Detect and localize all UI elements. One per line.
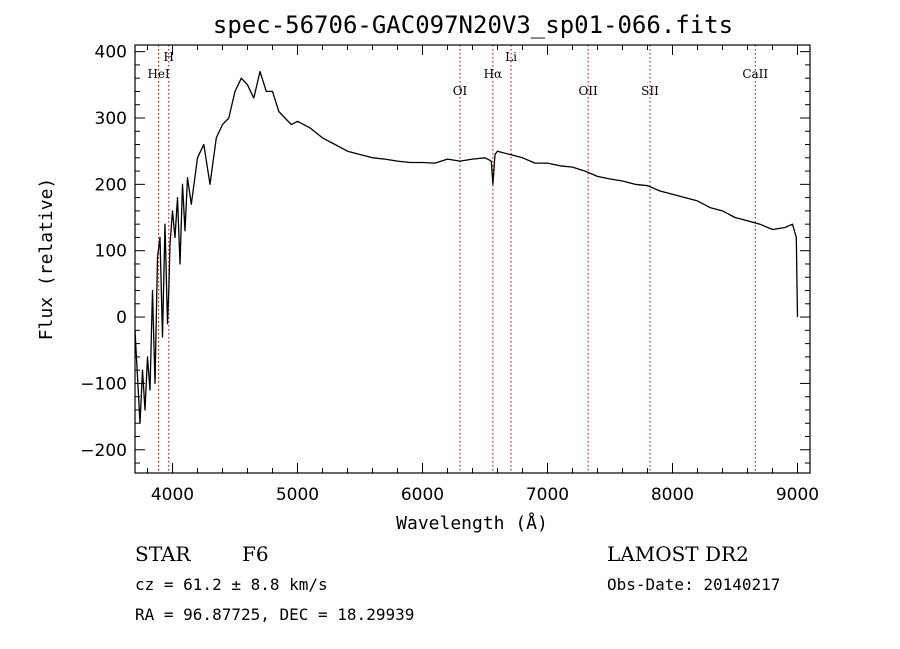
y-tick-label: 0 bbox=[116, 308, 127, 328]
x-tick-label: 6000 bbox=[401, 485, 444, 505]
object-subclass: F6 bbox=[242, 542, 269, 566]
chart-title: spec-56706-GAC097N20V3_sp01-066.fits bbox=[213, 11, 733, 39]
x-tick-label: 5000 bbox=[276, 485, 319, 505]
survey-name: LAMOST DR2 bbox=[607, 542, 749, 566]
x-tick-label: 4000 bbox=[151, 485, 194, 505]
plot-frame bbox=[134, 44, 811, 474]
spectral-line-label: CaII bbox=[742, 67, 768, 81]
redshift-cz: cz = 61.2 ± 8.8 km/s bbox=[135, 575, 328, 594]
y-tick-label: 200 bbox=[95, 175, 127, 195]
spectral-line-label: H bbox=[164, 50, 174, 64]
spectral-line-label: HeI bbox=[147, 67, 170, 81]
x-tick-label: 8000 bbox=[651, 485, 694, 505]
spectrum-line bbox=[134, 70, 799, 424]
x-axis-label: Wavelength (Å) bbox=[396, 512, 548, 534]
x-tick-label: 9000 bbox=[776, 485, 819, 505]
y-axis-label: Flux (relative) bbox=[36, 178, 57, 341]
y-tick-label: 100 bbox=[95, 242, 127, 262]
y-tick-label: 300 bbox=[95, 109, 127, 129]
spectral-line-label: OII bbox=[578, 84, 598, 98]
spectral-line-label: OI bbox=[453, 84, 468, 98]
y-tick-label: −100 bbox=[80, 374, 127, 394]
observation-date: Obs-Date: 20140217 bbox=[607, 575, 780, 594]
object-class: STAR bbox=[135, 542, 191, 566]
y-tick-label: 400 bbox=[95, 43, 127, 63]
spectral-line-label: SII bbox=[641, 84, 659, 98]
y-tick-label: −200 bbox=[80, 441, 127, 461]
line-markers bbox=[158, 45, 756, 473]
spectral-line-label: Hα bbox=[484, 67, 503, 81]
x-axis-ticks: 4000 5000 6000 7000 8000 9000 bbox=[147, 45, 819, 505]
y-axis-ticks: −200 −100 0 100 200 300 400 bbox=[80, 43, 810, 464]
spectral-line-label: Li bbox=[505, 50, 517, 64]
x-tick-label: 7000 bbox=[526, 485, 569, 505]
ra-dec: RA = 96.87725, DEC = 18.29939 bbox=[135, 605, 414, 624]
